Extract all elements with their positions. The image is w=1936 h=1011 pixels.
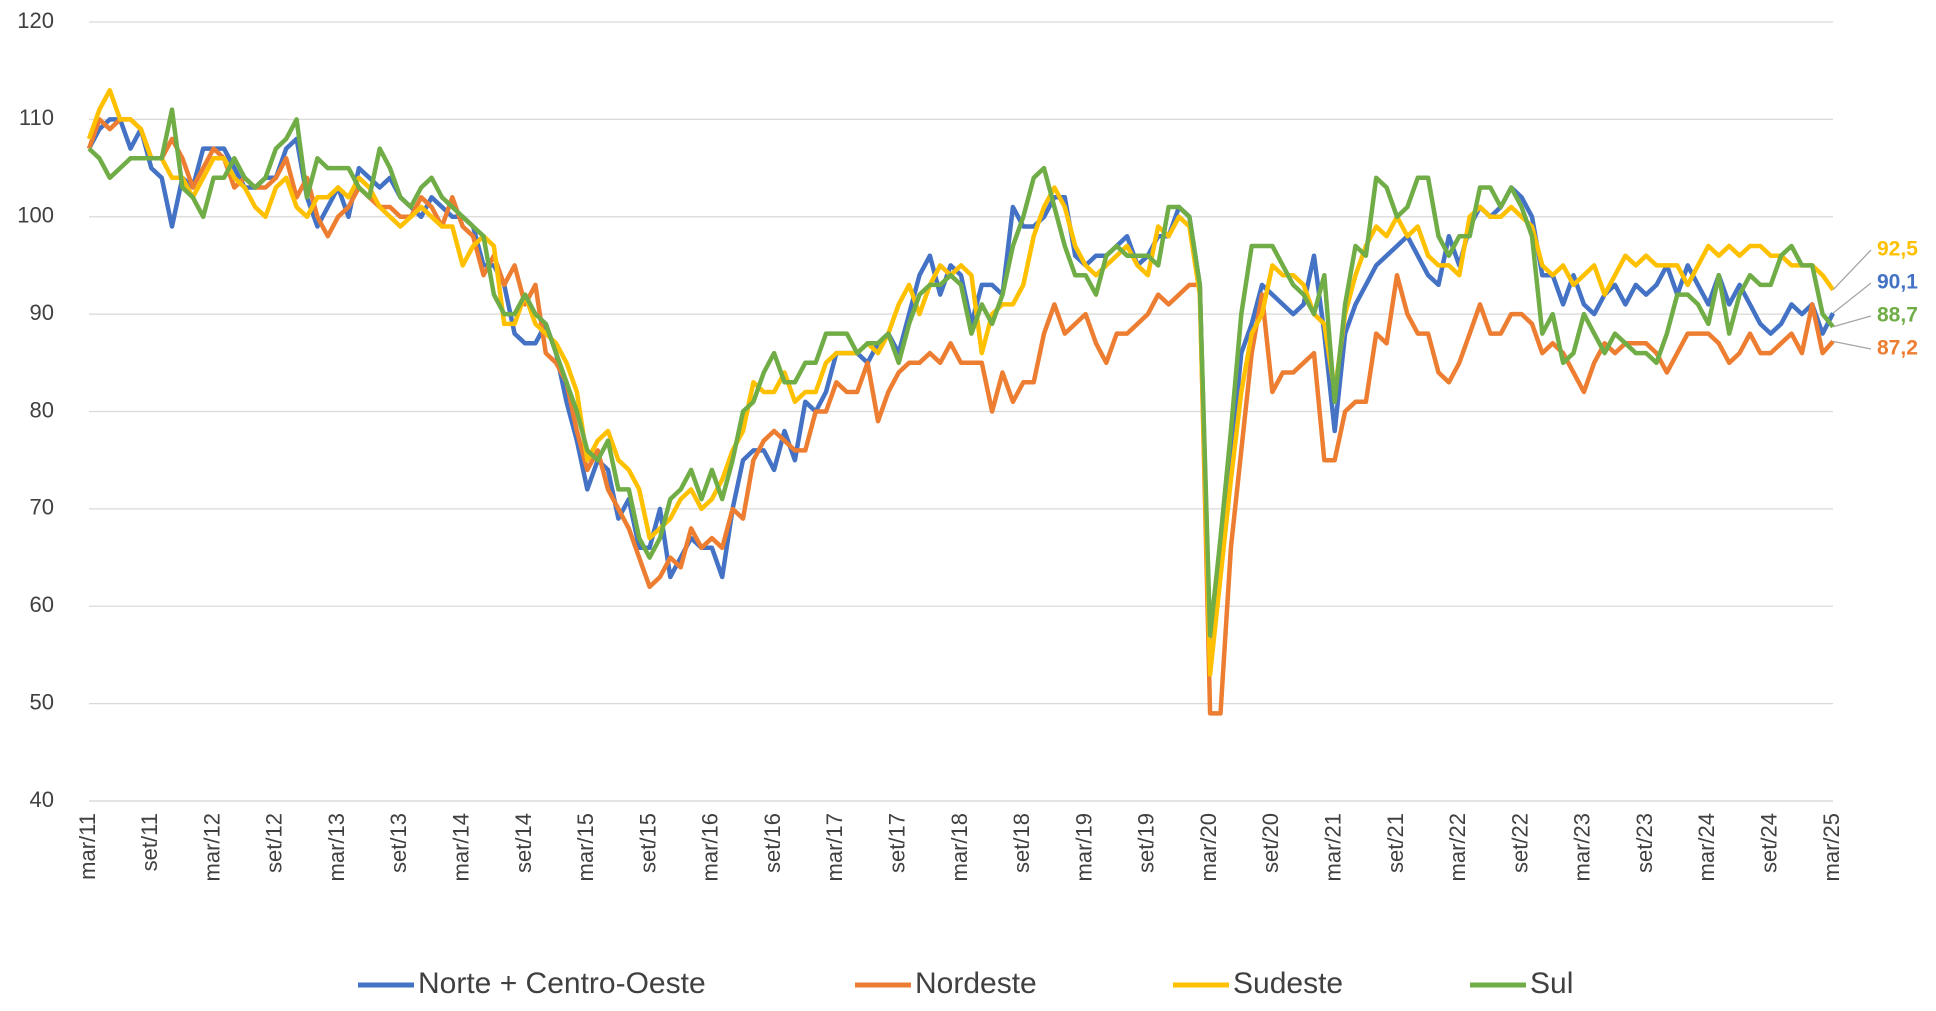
x-tick-label: mar/20 <box>1196 813 1221 881</box>
series-line <box>87 117 1836 658</box>
legend-label: Norte + Centro-Oeste <box>418 967 706 1000</box>
x-tick-label: mar/13 <box>324 813 349 881</box>
y-tick-label: 80 <box>30 397 54 422</box>
x-tick-label: mar/12 <box>199 813 224 881</box>
end-label: 90,1 <box>1877 271 1918 294</box>
x-tick-label: mar/14 <box>449 813 474 881</box>
x-tick-label: set/16 <box>760 813 785 873</box>
x-tick-label: set/19 <box>1134 813 1159 873</box>
x-tick-label: set/21 <box>1383 813 1408 873</box>
label-leader <box>1832 282 1872 314</box>
y-tick-label: 90 <box>30 300 54 325</box>
x-tick-label: mar/22 <box>1445 813 1470 881</box>
legend-label: Sul <box>1530 967 1573 1000</box>
x-tick-label: mar/11 <box>75 813 100 880</box>
x-tick-label: mar/16 <box>698 813 723 881</box>
y-tick-label: 50 <box>30 689 54 714</box>
label-leader <box>1832 340 1872 350</box>
x-tick-label: mar/15 <box>573 813 598 881</box>
x-tick-label: set/18 <box>1009 813 1034 873</box>
y-tick-label: 120 <box>17 8 54 33</box>
end-label: 92,5 <box>1877 238 1918 261</box>
x-tick-label: set/23 <box>1632 813 1657 873</box>
x-tick-label: mar/21 <box>1321 813 1346 881</box>
x-tick-label: set/22 <box>1507 813 1532 873</box>
x-tick-label: set/14 <box>511 813 536 873</box>
series-line <box>87 107 1835 638</box>
series-line <box>86 87 1835 677</box>
label-leader <box>1832 249 1872 291</box>
y-tick-label: 70 <box>30 495 54 520</box>
legend-label: Nordeste <box>915 967 1037 1000</box>
x-tick-label: set/12 <box>262 813 287 873</box>
legend-label: Sudeste <box>1233 967 1343 1000</box>
y-tick-label: 60 <box>30 592 54 617</box>
x-tick-label: mar/23 <box>1570 813 1595 881</box>
y-tick-label: 100 <box>17 203 54 228</box>
end-label: 88,7 <box>1877 304 1918 327</box>
label-leader <box>1832 315 1872 328</box>
y-tick-label: 40 <box>30 787 54 812</box>
x-tick-label: mar/18 <box>947 813 972 881</box>
x-tick-label: mar/24 <box>1694 813 1719 881</box>
end-label: 87,2 <box>1877 337 1918 360</box>
x-tick-label: set/13 <box>386 813 411 873</box>
x-tick-label: set/24 <box>1757 813 1782 873</box>
x-tick-label: mar/19 <box>1071 813 1096 881</box>
y-tick-label: 110 <box>19 105 54 130</box>
x-tick-label: mar/25 <box>1819 813 1844 881</box>
x-tick-label: set/15 <box>635 813 660 873</box>
x-tick-label: set/20 <box>1258 813 1283 873</box>
x-tick-label: set/11 <box>137 813 162 871</box>
x-tick-label: mar/17 <box>822 813 847 881</box>
x-tick-label: set/17 <box>885 813 910 873</box>
